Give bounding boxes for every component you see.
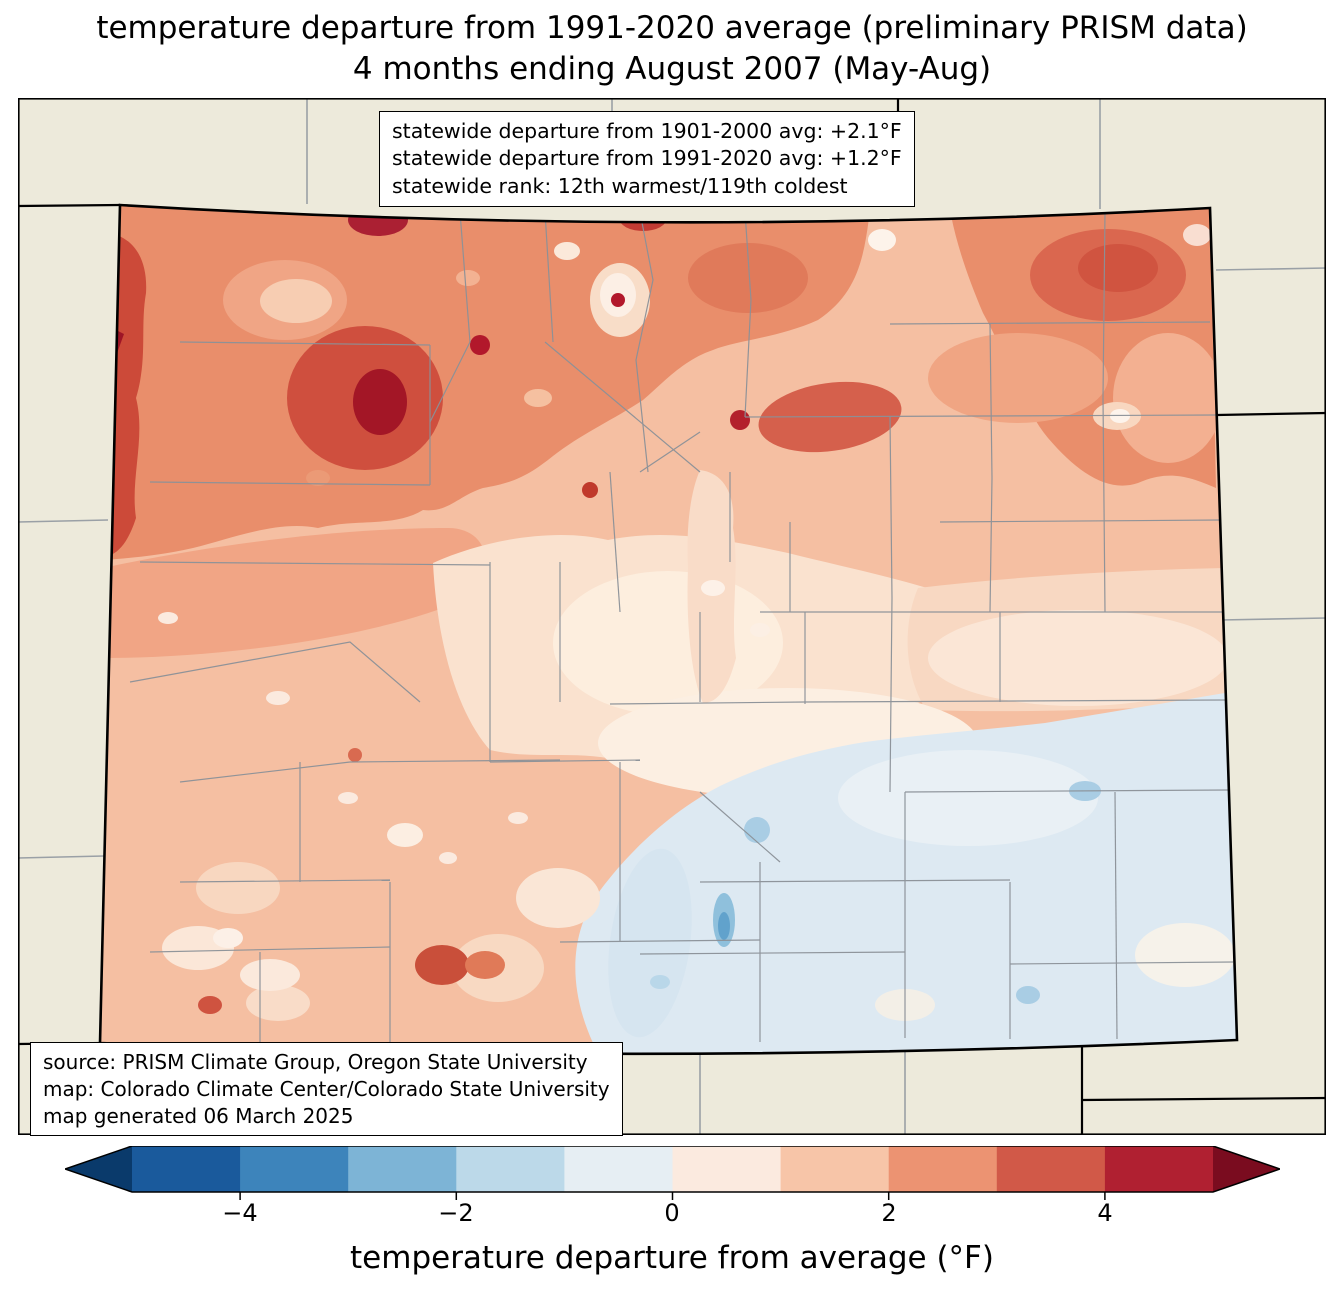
colorbar-segment bbox=[132, 1146, 241, 1192]
chart-title: temperature departure from 1991-2020 ave… bbox=[0, 8, 1344, 90]
colorbar-segment bbox=[456, 1146, 565, 1192]
stats-line-1: statewide departure from 1901-2000 avg: … bbox=[392, 119, 902, 143]
tick-label-2: 2 bbox=[881, 1199, 897, 1227]
temperature-field bbox=[100, 205, 1237, 1054]
colorbar-ticks bbox=[239, 1192, 1106, 1200]
colorbar-segment bbox=[564, 1146, 673, 1192]
colorbar-axis-label: temperature departure from average (°F) bbox=[350, 1240, 994, 1276]
source-line-3: map generated 06 March 2025 bbox=[43, 1103, 354, 1128]
stats-box: statewide departure from 1901-2000 avg: … bbox=[379, 111, 915, 208]
county-lines bbox=[129, 211, 1234, 1042]
tick-label-4: 4 bbox=[1097, 1199, 1113, 1227]
source-box: source: PRISM Climate Group, Oregon Stat… bbox=[30, 1042, 623, 1137]
map-frame bbox=[18, 98, 1326, 1135]
source-line-2: map: Colorado Climate Center/Colorado St… bbox=[43, 1076, 610, 1101]
colorbar-segment bbox=[240, 1146, 349, 1192]
colorbar bbox=[65, 1146, 1280, 1200]
stats-line-2: statewide departure from 1991-2020 avg: … bbox=[392, 146, 902, 171]
colorbar-over-arrow bbox=[1213, 1146, 1280, 1192]
colorbar-under-arrow bbox=[65, 1146, 132, 1192]
colorbar-segment bbox=[888, 1146, 998, 1192]
tick-label-neg4: −4 bbox=[222, 1199, 258, 1227]
colorbar-segment bbox=[996, 1146, 1106, 1192]
colorado-anomaly-map bbox=[18, 98, 1326, 1135]
source-line-1: source: PRISM Climate Group, Oregon Stat… bbox=[43, 1050, 588, 1074]
tick-label-0: 0 bbox=[664, 1199, 680, 1227]
colorbar-segment bbox=[1104, 1146, 1213, 1192]
title-line-1: temperature departure from 1991-2020 ave… bbox=[96, 10, 1248, 46]
stats-line-3: statewide rank: 12th warmest/119th colde… bbox=[392, 173, 848, 198]
tick-label-neg2: −2 bbox=[438, 1199, 474, 1227]
colorbar-segment bbox=[672, 1146, 782, 1192]
colorbar-segment bbox=[348, 1146, 457, 1192]
title-line-2: 4 months ending August 2007 (May-Aug) bbox=[352, 50, 992, 87]
colorbar-segment bbox=[780, 1146, 890, 1192]
colorbar-outline bbox=[65, 1146, 1280, 1193]
